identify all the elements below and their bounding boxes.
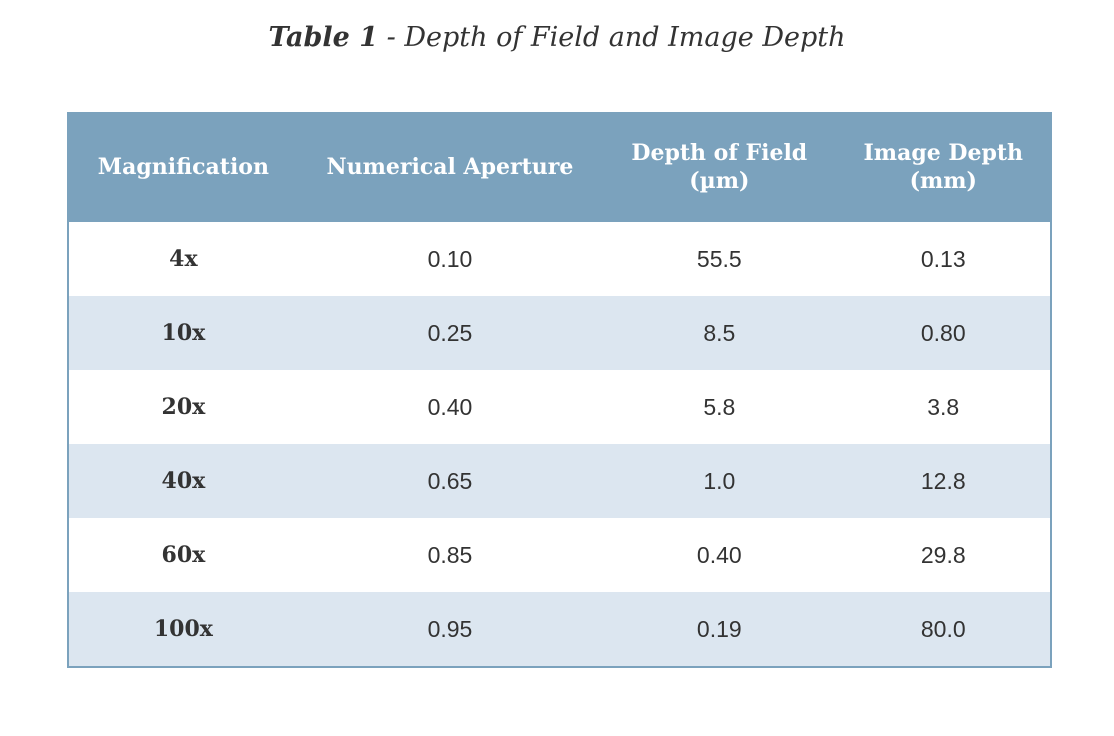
table-row: 100x 0.95 0.19 80.0 [68,592,1051,667]
cell-depth-of-field: 8.5 [602,296,837,370]
depth-table: Magnification Numerical Aperture Depth o… [67,112,1052,668]
header-row: Magnification Numerical Aperture Depth o… [68,112,1051,222]
table-row: 60x 0.85 0.40 29.8 [68,518,1051,592]
cell-numerical-aperture: 0.85 [427,541,473,568]
cell-image-depth: 80.0 [836,592,1051,667]
header-image-depth: Image Depth (mm) [836,112,1051,222]
cell-numerical-aperture: 0.25 [297,296,603,370]
cell-image-depth: 12.8 [836,444,1051,518]
header-numerical-aperture: Numerical Aperture [297,112,603,222]
table-row: 4x 0.10 55.5 0.13 [68,222,1051,296]
cell-numerical-aperture: 0.10 [427,245,473,272]
caption-text: Depth of Field and Image Depth [404,22,846,53]
cell-numerical-aperture: 0.65 [297,444,603,518]
cell-depth-of-field: 1.0 [602,444,837,518]
cell-magnification: 20x [161,394,206,420]
table-number: Table 1 [268,22,379,53]
cell-magnification: 60x [161,542,206,568]
cell-depth-of-field: 0.40 [696,541,742,568]
cell-magnification: 100x [68,592,298,667]
cell-image-depth: 0.13 [920,245,966,272]
table-row: 40x 0.65 1.0 12.8 [68,444,1051,518]
header-depth-of-field: Depth of Field (µm) [602,112,837,222]
cell-magnification: 4x [169,246,198,272]
table-row: 10x 0.25 8.5 0.80 [68,296,1051,370]
cell-image-depth: 0.80 [836,296,1051,370]
cell-image-depth: 29.8 [920,541,966,568]
cell-numerical-aperture: 0.40 [427,393,473,420]
cell-image-depth: 3.8 [927,393,960,420]
table-row: 20x 0.40 5.8 3.8 [68,370,1051,444]
cell-numerical-aperture: 0.95 [297,592,603,667]
caption-separator: - [378,22,405,53]
header-magnification: Magnification [68,112,298,222]
cell-magnification: 40x [68,444,298,518]
cell-depth-of-field: 55.5 [696,245,742,272]
cell-magnification: 10x [68,296,298,370]
cell-depth-of-field: 5.8 [703,393,736,420]
cell-depth-of-field: 0.19 [602,592,837,667]
table-caption: Table 1 - Depth of Field and Image Depth [0,22,1114,53]
